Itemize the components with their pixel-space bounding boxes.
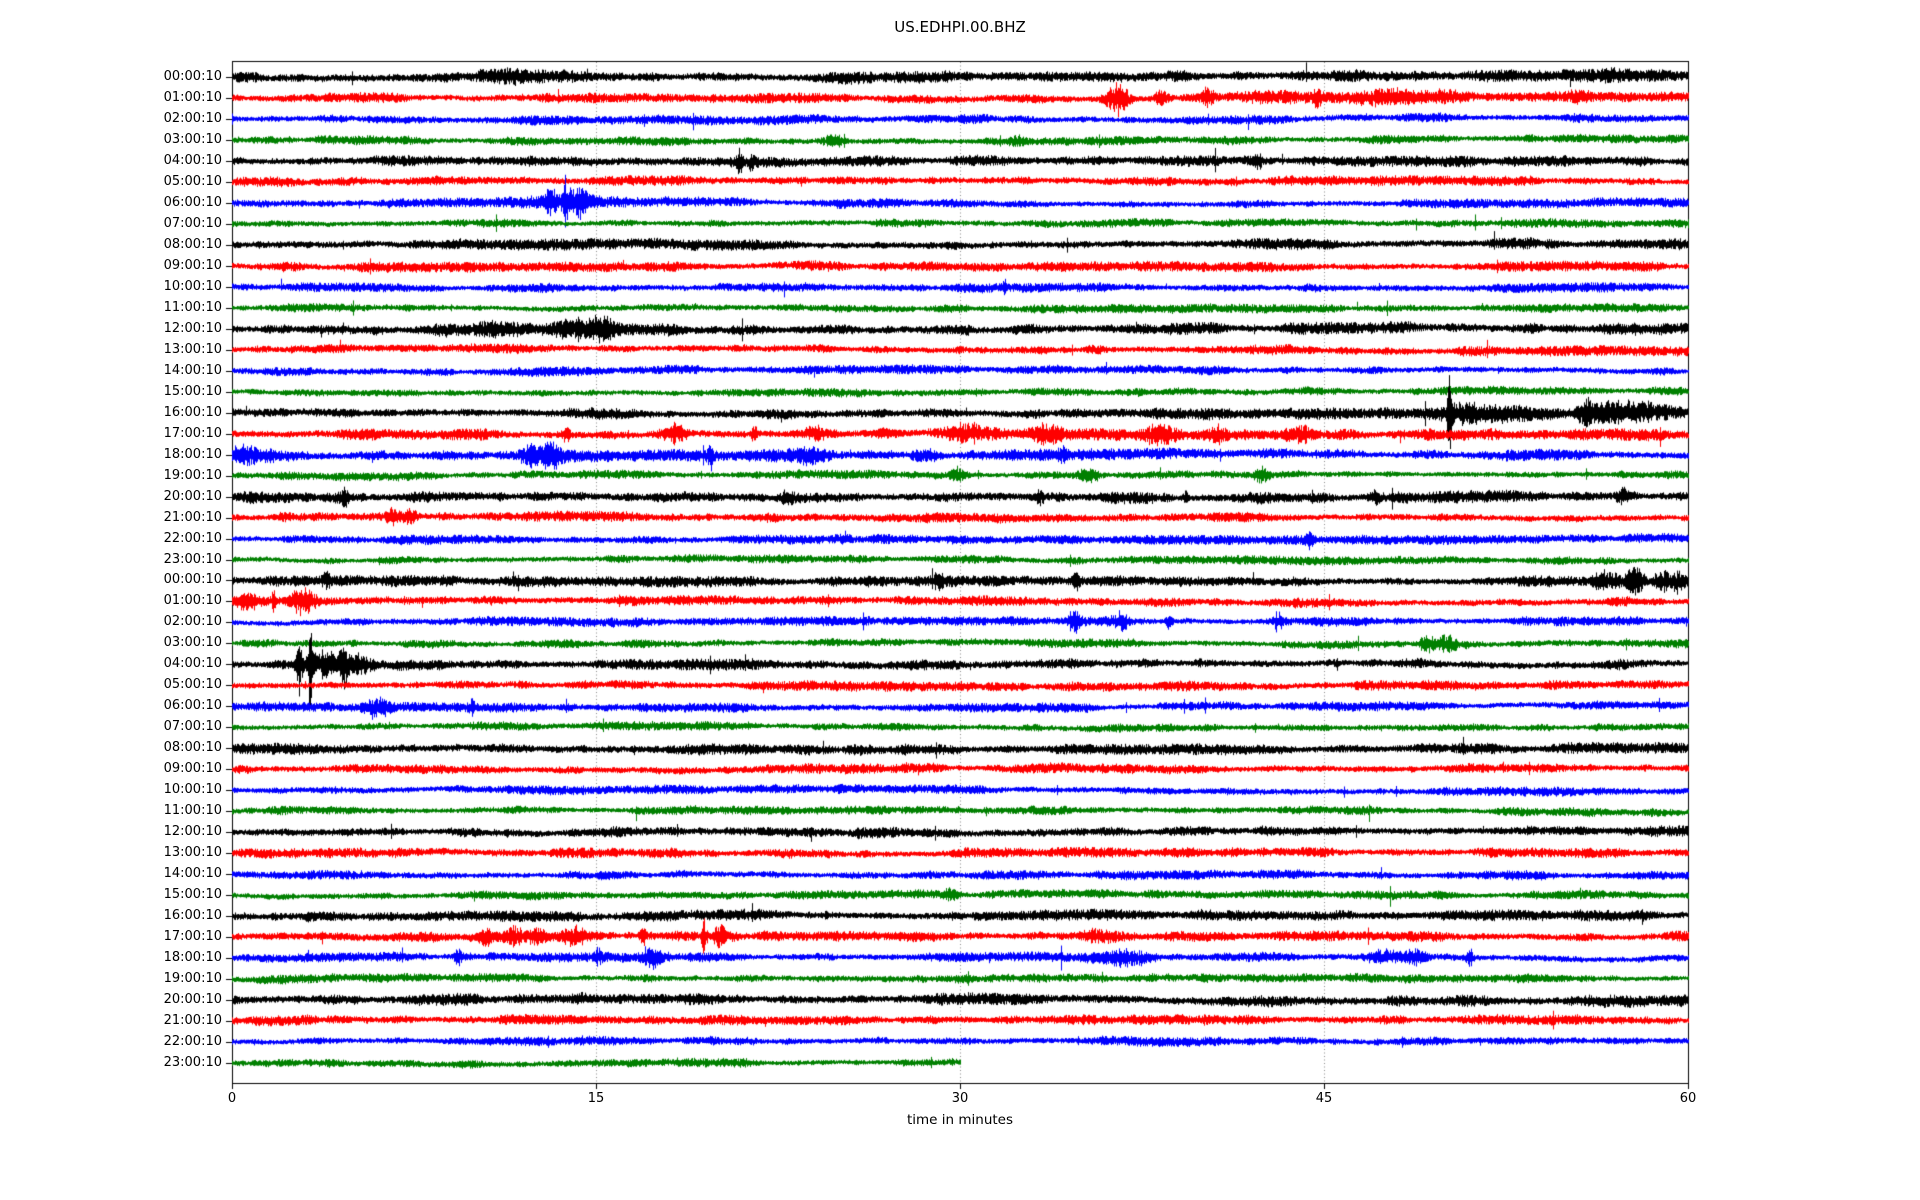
y-tick-label: 03:00:10 <box>163 131 222 147</box>
y-tick-label: 05:00:10 <box>163 173 222 189</box>
x-axis-label: time in minutes <box>906 1112 1014 1128</box>
y-tick-label: 05:00:10 <box>163 677 222 693</box>
y-tick-label: 04:00:10 <box>163 152 222 168</box>
y-tick-label: 23:00:10 <box>163 1055 222 1070</box>
y-tick-label: 17:00:10 <box>163 929 222 945</box>
y-tick-label: 07:00:10 <box>163 215 222 231</box>
y-tick-label: 21:00:10 <box>163 1013 222 1029</box>
y-tick-label: 06:00:10 <box>163 698 222 714</box>
y-tick-label: 01:00:10 <box>163 593 222 609</box>
y-tick-label: 01:00:10 <box>163 89 222 105</box>
page-title: US.EDHPI.00.BHZ <box>894 18 1026 36</box>
y-tick-label: 08:00:10 <box>163 740 222 756</box>
y-tick-label: 09:00:10 <box>163 761 222 777</box>
y-tick-label: 20:00:10 <box>163 488 222 504</box>
x-tick-label: 60 <box>1679 1091 1697 1106</box>
y-tick-label: 04:00:10 <box>163 656 222 672</box>
y-tick-label: 20:00:10 <box>163 992 222 1008</box>
y-tick-label: 00:00:10 <box>163 572 222 588</box>
y-tick-label: 22:00:10 <box>163 530 222 546</box>
x-tick-label: 0 <box>227 1091 237 1106</box>
y-tick-label: 19:00:10 <box>163 467 222 483</box>
y-tick-label: 00:00:10 <box>163 69 222 84</box>
y-tick-label: 18:00:10 <box>163 446 222 462</box>
y-tick-label: 21:00:10 <box>163 509 222 525</box>
y-tick-label: 02:00:10 <box>163 614 222 630</box>
y-tick-label: 14:00:10 <box>163 362 222 378</box>
y-tick-label: 18:00:10 <box>163 950 222 966</box>
y-tick-label: 22:00:10 <box>163 1034 222 1050</box>
x-tick-label: 15 <box>587 1091 605 1106</box>
y-tick-label: 16:00:10 <box>163 404 222 420</box>
y-tick-label: 19:00:10 <box>163 971 222 987</box>
y-tick-label: 12:00:10 <box>163 320 222 336</box>
y-tick-label: 07:00:10 <box>163 719 222 735</box>
y-tick-label: 10:00:10 <box>163 278 222 294</box>
y-tick-label: 11:00:10 <box>163 299 222 315</box>
y-tick-label: 15:00:10 <box>163 383 222 399</box>
y-tick-label: 17:00:10 <box>163 425 222 441</box>
y-tick-label: 08:00:10 <box>163 236 222 252</box>
y-tick-label: 06:00:10 <box>163 194 222 210</box>
y-tick-label: 16:00:10 <box>163 908 222 924</box>
y-tick-label: 10:00:10 <box>163 782 222 798</box>
y-tick-label: 12:00:10 <box>163 824 222 840</box>
x-tick-label: 45 <box>1315 1091 1333 1106</box>
y-tick-label: 13:00:10 <box>163 845 222 861</box>
y-tick-label: 02:00:10 <box>163 110 222 126</box>
y-tick-label: 11:00:10 <box>163 803 222 819</box>
y-tick-label: 15:00:10 <box>163 887 222 903</box>
x-tick-label: 30 <box>951 1091 969 1106</box>
y-tick-label: 09:00:10 <box>163 257 222 273</box>
y-tick-label: 13:00:10 <box>163 341 222 357</box>
y-tick-label: 23:00:10 <box>163 551 222 567</box>
y-tick-label: 03:00:10 <box>163 635 222 651</box>
y-tick-label: 14:00:10 <box>163 866 222 882</box>
